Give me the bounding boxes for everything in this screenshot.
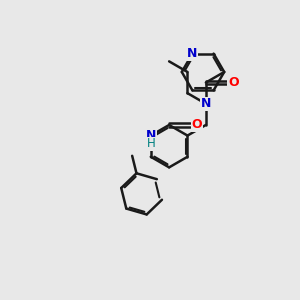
Text: N: N <box>187 47 198 60</box>
Text: N: N <box>146 129 156 142</box>
Text: O: O <box>191 118 202 131</box>
Text: H: H <box>146 137 155 150</box>
Text: N: N <box>201 97 211 110</box>
Text: O: O <box>228 76 239 89</box>
Text: O: O <box>191 118 202 131</box>
Text: N: N <box>201 97 211 110</box>
Text: H: H <box>146 137 155 150</box>
Text: N: N <box>146 129 156 142</box>
Text: O: O <box>228 76 239 89</box>
Text: N: N <box>187 47 198 60</box>
